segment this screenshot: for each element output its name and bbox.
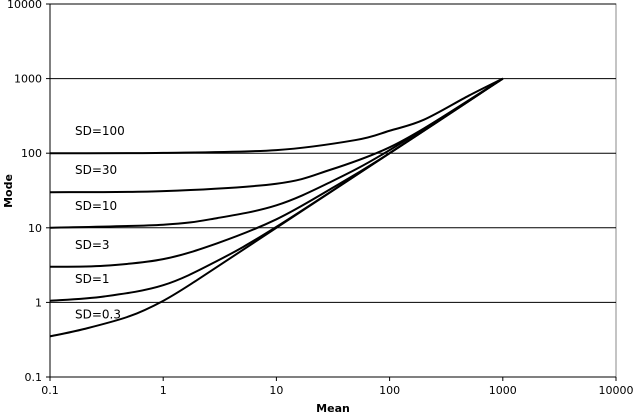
series-label-sd-3: SD=3 xyxy=(75,238,110,252)
x-tick-label: 100 xyxy=(379,384,400,397)
x-tick-label: 10000 xyxy=(599,384,633,397)
series-line-sd-1 xyxy=(49,77,504,302)
y-tick-label: 1000 xyxy=(14,73,42,86)
series-labels: SD=100 SD=30 SD=10 SD=3 SD=1 SD=0.3 xyxy=(75,124,125,321)
y-tick-label: 100 xyxy=(21,147,42,160)
y-tick-label: 10 xyxy=(28,222,42,235)
series-label-sd-30: SD=30 xyxy=(75,163,117,177)
series-line-sd-10 xyxy=(49,77,504,229)
y-tick-label: 10000 xyxy=(7,0,42,11)
y-axis-ticks: 0.1 1 10 100 1000 10000 xyxy=(7,0,50,384)
series-label-sd-100: SD=100 xyxy=(75,124,125,138)
series-label-sd-1: SD=1 xyxy=(75,272,110,286)
series-lines xyxy=(49,77,504,338)
x-tick-label: 10 xyxy=(269,384,283,397)
gridlines xyxy=(49,3,616,378)
x-tick-label: 1000 xyxy=(489,384,517,397)
series-label-sd-0-3: SD=0.3 xyxy=(75,307,121,321)
x-axis-title: Mean xyxy=(316,402,350,415)
y-tick-label: 1 xyxy=(35,296,42,309)
x-tick-label: 0.1 xyxy=(41,384,59,397)
x-tick-label: 1 xyxy=(160,384,167,397)
series-line-sd-0-3 xyxy=(49,77,504,338)
series-label-sd-10: SD=10 xyxy=(75,199,117,213)
series-line-sd-100 xyxy=(49,77,504,155)
series-line-sd-3 xyxy=(49,77,504,268)
y-tick-label: 0.1 xyxy=(25,371,43,384)
y-axis-title: Mode xyxy=(2,174,15,208)
x-axis-ticks: 0.1 1 10 100 1000 10000 xyxy=(41,377,633,397)
